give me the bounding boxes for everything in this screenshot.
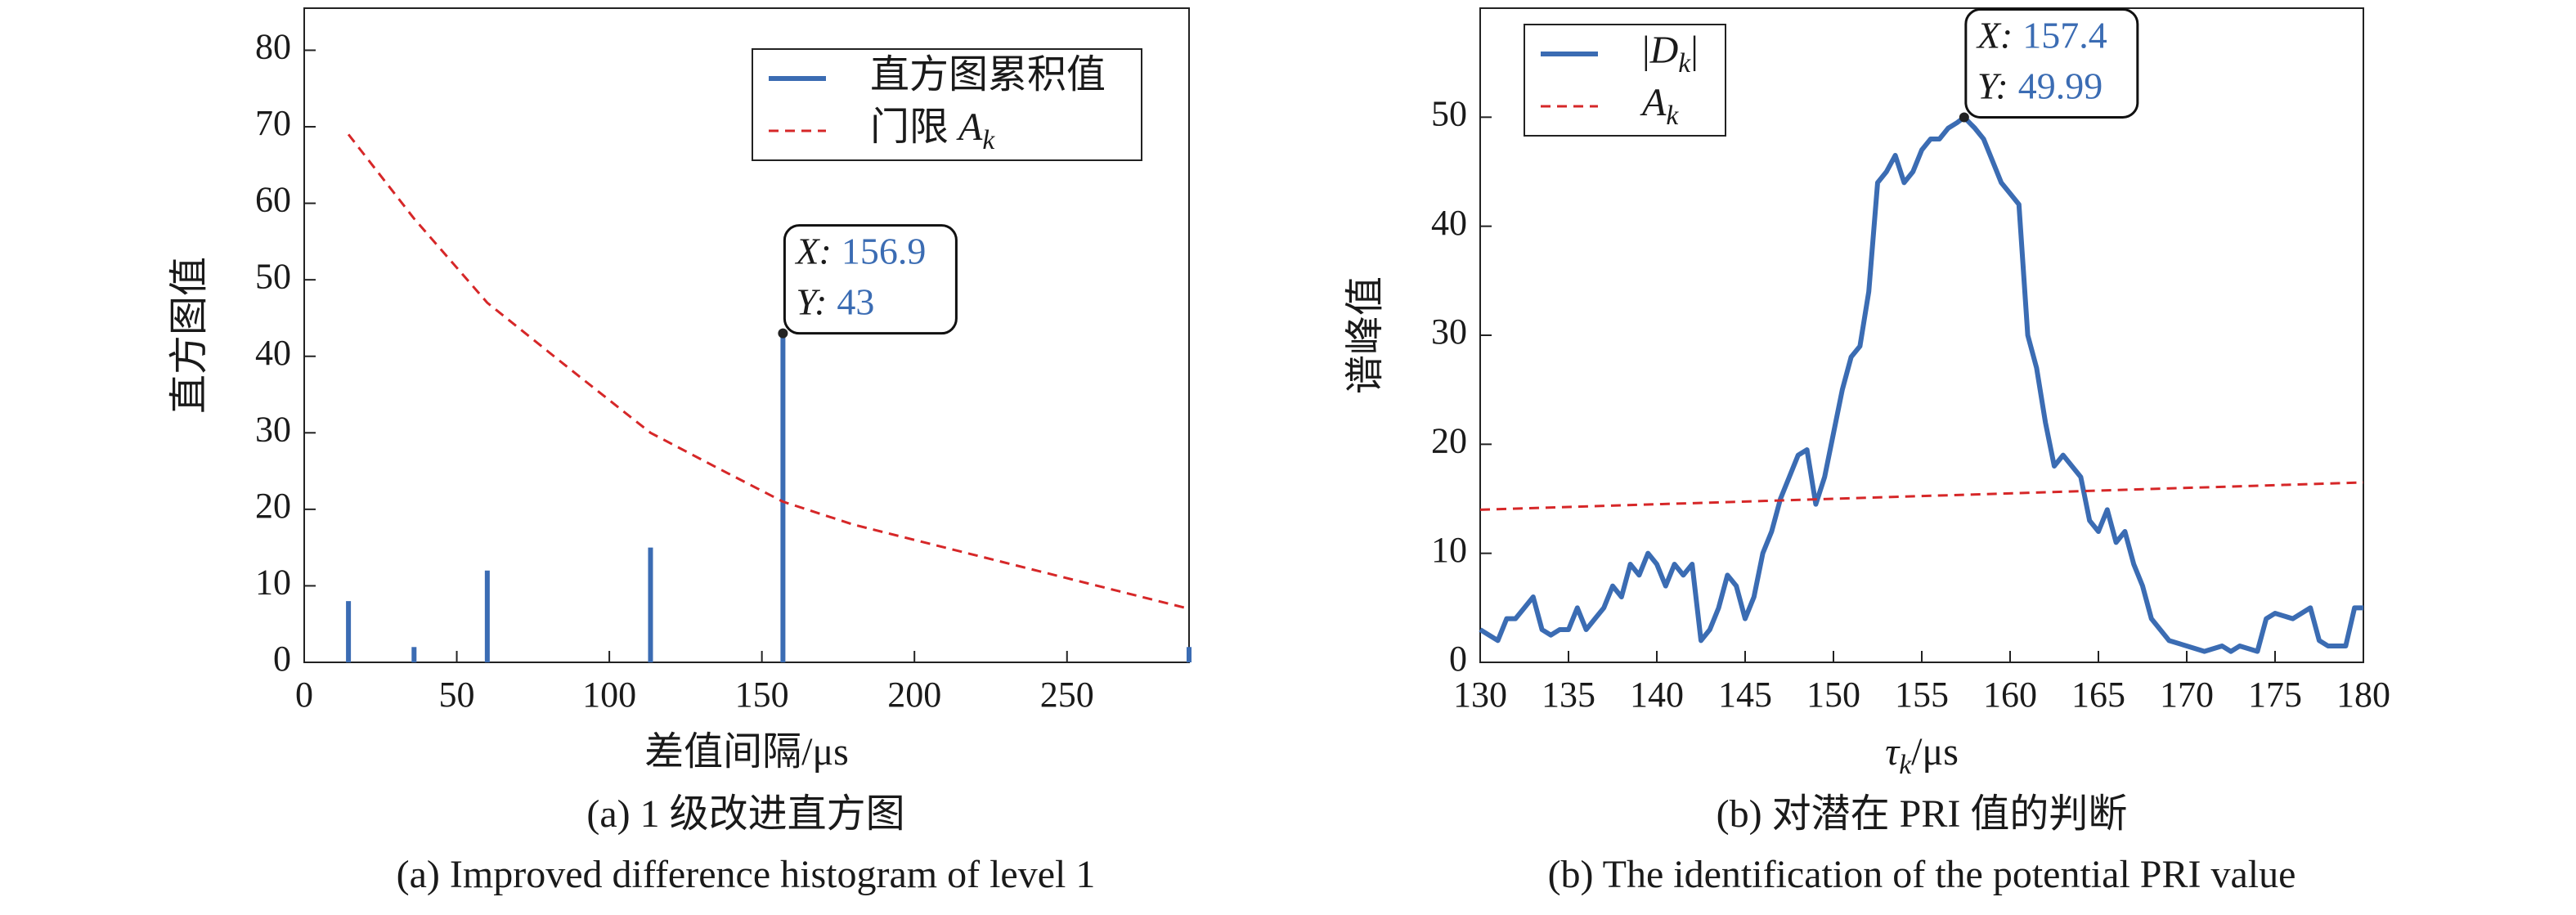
subplot: 0 50 100 150 200 250 0 10 20 30 40 50 60 70 80 差值间隔/μs 直…	[168, 7, 1192, 896]
plot-area	[346, 133, 1192, 662]
axes-frame	[1479, 7, 2364, 663]
caption-english: (b) The identification of the potential …	[1548, 853, 2296, 896]
subplot: 130 135 140 145 150 155 160 165 170 175 180 0 10 20 30…	[1344, 7, 2390, 896]
x-tick-label: 160	[1983, 675, 2037, 715]
y-tick-label: 10	[1431, 530, 1467, 570]
x-tick-label: 165	[2071, 675, 2125, 715]
x-tick-label: 50	[439, 675, 475, 715]
plot-area	[1479, 114, 2364, 654]
label-part: k	[1666, 101, 1679, 131]
datatip-point	[778, 328, 788, 339]
y-tick-label: 60	[255, 180, 291, 220]
datatip-value: 156.9	[841, 230, 927, 271]
x-tick-label: 170	[2160, 675, 2214, 715]
x-tick-label: 175	[2248, 675, 2302, 715]
label-part: /μs	[1911, 730, 1959, 774]
datatip-key: Y:	[796, 280, 827, 322]
x-tick-label: 155	[1895, 675, 1949, 715]
datatip-text: Y: 49.99	[1977, 65, 2103, 106]
legend-label: 门限 Ak	[870, 105, 995, 155]
y-tick-label: 80	[255, 27, 291, 67]
datatip-text: X: 156.9	[794, 230, 926, 271]
label-part: A	[1640, 81, 1667, 124]
label-part: 门限	[870, 105, 949, 149]
y-tick-label: 30	[1431, 312, 1467, 352]
label-part: k	[1899, 750, 1912, 780]
series-line	[347, 133, 1190, 610]
legend-label: 直方图累积值	[870, 53, 1106, 96]
label-part: A	[956, 105, 983, 149]
datatip-key: X:	[1976, 14, 2013, 56]
y-axis-label: 直方图值	[168, 257, 211, 414]
legend-label: |Dk|	[1642, 29, 1699, 78]
x-tick-label: 150	[1806, 675, 1860, 715]
datatip-point	[1959, 112, 1969, 123]
x-axis-label: 差值间隔/μs	[644, 730, 849, 774]
legend-label: Ak	[1640, 81, 1679, 131]
x-tick-label: 0	[295, 675, 313, 715]
datatip-value: 49.99	[2018, 65, 2103, 106]
label-part: |	[1642, 29, 1650, 72]
y-tick-label: 30	[255, 409, 291, 449]
datatip-value: 157.4	[2022, 14, 2107, 56]
legend-box	[1524, 24, 1726, 137]
datatip-box	[783, 224, 958, 335]
caption: (b) 对潜在 PRI 值的判断	[1717, 792, 2128, 836]
y-tick-label: 40	[255, 333, 291, 373]
x-axis-label: τk/μs	[1885, 730, 1959, 780]
x-tick-label: 130	[1453, 675, 1507, 715]
x-tick-label: 180	[2336, 675, 2390, 715]
datatip-key: Y:	[1977, 65, 2008, 106]
x-tick-label: 145	[1718, 675, 1772, 715]
datatip-text: Y: 43	[796, 280, 874, 322]
caption: (a) 1 级改进直方图	[586, 792, 904, 836]
label-part: k	[1678, 48, 1691, 78]
y-tick-label: 0	[273, 639, 291, 679]
y-tick-label: 10	[255, 563, 291, 603]
datatip-key: X:	[794, 230, 831, 271]
label-part: τ	[1885, 730, 1901, 774]
caption-english: (a) Improved difference histogram of lev…	[397, 853, 1096, 896]
y-axis-label: 谱峰值	[1344, 276, 1387, 394]
label-part: D	[1649, 29, 1679, 72]
y-tick-label: 40	[1431, 203, 1467, 243]
x-tick-label: 100	[582, 675, 636, 715]
y-tick-label: 0	[1449, 639, 1467, 679]
y-tick-label: 50	[255, 256, 291, 296]
x-tick-label: 140	[1630, 675, 1684, 715]
axes-frame	[303, 7, 1190, 663]
x-tick-label: 200	[887, 675, 941, 715]
label-part: k	[982, 125, 995, 155]
datatip-text: X: 157.4	[1976, 14, 2107, 56]
y-tick-label: 20	[255, 486, 291, 526]
label-part: |	[1690, 29, 1699, 72]
datatip-value: 43	[837, 280, 874, 322]
legend-box	[752, 48, 1142, 161]
series-line	[1479, 114, 2363, 654]
datatip-box	[1964, 7, 2139, 119]
x-tick-label: 150	[735, 675, 789, 715]
y-tick-label: 70	[255, 103, 291, 143]
x-tick-label: 250	[1040, 675, 1094, 715]
x-tick-label: 135	[1542, 675, 1595, 715]
series-line	[1479, 481, 2364, 511]
y-tick-label: 20	[1431, 420, 1467, 460]
y-tick-label: 50	[1431, 93, 1467, 133]
